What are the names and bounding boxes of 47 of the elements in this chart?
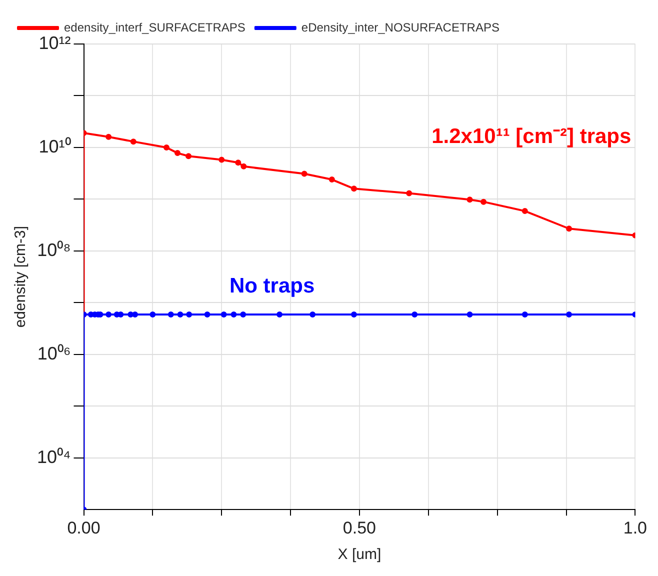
point bbox=[168, 312, 174, 318]
y-tick-label: 10⁰⁶ bbox=[37, 343, 71, 364]
point bbox=[186, 153, 192, 160]
point bbox=[566, 226, 572, 232]
legend-label: edensity_interf_SURFACETRAPS bbox=[64, 20, 246, 34]
point bbox=[204, 312, 210, 318]
point bbox=[276, 312, 283, 318]
point bbox=[522, 208, 528, 214]
point bbox=[150, 312, 156, 318]
point bbox=[466, 312, 473, 318]
x-tick-label: 0.00 bbox=[67, 518, 100, 538]
point bbox=[106, 134, 112, 140]
point bbox=[466, 196, 473, 203]
point bbox=[350, 186, 357, 192]
point bbox=[163, 144, 170, 150]
y-axis-title: edensity [cm-3] bbox=[12, 226, 30, 328]
point bbox=[177, 312, 184, 318]
y-tick-label: 10¹⁰ bbox=[38, 136, 71, 156]
point bbox=[106, 312, 112, 318]
point bbox=[240, 163, 247, 170]
y-tick-label: 10⁰⁸ bbox=[37, 240, 71, 260]
y-tick-label: 10¹² bbox=[38, 32, 71, 53]
point bbox=[230, 312, 237, 318]
point bbox=[130, 138, 136, 145]
point bbox=[235, 160, 242, 166]
point bbox=[480, 198, 487, 205]
point bbox=[301, 170, 308, 177]
point bbox=[186, 312, 192, 318]
x-axis-title: X [um] bbox=[338, 546, 382, 564]
point bbox=[350, 312, 357, 318]
annotation: 1.2x10¹¹ [cm⁻²] traps bbox=[432, 124, 632, 148]
point bbox=[328, 176, 335, 183]
point bbox=[412, 312, 418, 318]
x-tick-label: 1.0 bbox=[623, 518, 648, 538]
point bbox=[566, 312, 572, 318]
point bbox=[174, 150, 180, 156]
point bbox=[406, 190, 412, 196]
x-tick-label: 0.50 bbox=[342, 518, 376, 538]
annotation: No traps bbox=[229, 274, 315, 298]
legend-label: eDensity_inter_NOSURFACETRAPS bbox=[301, 20, 500, 34]
point bbox=[522, 312, 528, 318]
point bbox=[132, 312, 138, 318]
point bbox=[220, 312, 227, 318]
point bbox=[240, 312, 246, 318]
point bbox=[310, 312, 316, 318]
point bbox=[218, 156, 225, 163]
y-tick-label: 10⁰⁴ bbox=[36, 446, 71, 467]
